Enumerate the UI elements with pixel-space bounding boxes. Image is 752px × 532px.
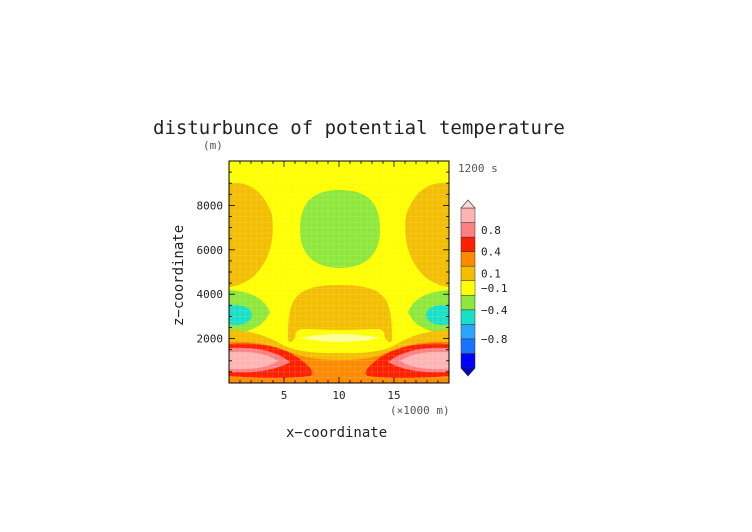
contour-field xyxy=(229,161,449,383)
bottom-red-band xyxy=(229,343,449,378)
colorbar-swatch xyxy=(460,265,476,281)
bottom-pink-lobe-right xyxy=(400,351,449,370)
colorbar-swatch xyxy=(460,222,476,238)
y-axis-label: z−coordinate xyxy=(171,225,187,326)
y-tick-label: 4000 xyxy=(197,288,224,301)
colorbar-label: −0.8 xyxy=(481,333,508,346)
colorbar-top-arrow xyxy=(460,199,476,209)
y-tick-label: 6000 xyxy=(197,244,224,257)
colorbar-swatch xyxy=(460,280,476,296)
colorbar-label: 0.8 xyxy=(481,224,501,237)
y-tick-label: 2000 xyxy=(197,333,224,346)
colorbar-label: −0.4 xyxy=(481,304,508,317)
time-label: 1200 s xyxy=(458,162,498,175)
colorbar-swatch xyxy=(460,338,476,354)
colorbar: 0.8 0.4 0.1 −0.1 −0.4 −0.8 xyxy=(460,199,508,377)
side-cyan-spot-right xyxy=(426,305,449,325)
colorbar-label: −0.1 xyxy=(481,282,508,295)
y-ticks: 2000 4000 6000 8000 xyxy=(197,171,449,373)
colorbar-swatch xyxy=(460,236,476,252)
colorbar-swatch xyxy=(460,309,476,325)
upper-side-orange-right xyxy=(405,182,449,287)
y-unit-label: (m) xyxy=(203,139,223,152)
side-cyan-spot-left xyxy=(229,305,252,325)
colorbar-swatch xyxy=(460,324,476,340)
colorbar-label: 0.1 xyxy=(481,267,501,280)
x-ticks: 5 10 15 xyxy=(239,161,439,402)
colorbar-swatch xyxy=(460,353,476,369)
fine-grid xyxy=(229,161,449,383)
colorbar-label: 0.4 xyxy=(481,246,501,259)
bottom-pink-lobe-left xyxy=(229,351,278,370)
colorbar-bottom-arrow xyxy=(460,367,476,377)
arch-highlight-band xyxy=(300,334,380,342)
x-tick-label: 5 xyxy=(281,389,288,402)
chart-title: disturbunce of potential temperature xyxy=(153,117,565,139)
y-tick-label: 8000 xyxy=(197,199,224,212)
x-axis-label: x−coordinate xyxy=(286,425,387,441)
upper-side-orange-left xyxy=(229,182,273,287)
x-tick-label: 10 xyxy=(332,389,345,402)
colorbar-swatch xyxy=(460,295,476,311)
x-unit-label: (×1000 m) xyxy=(390,404,450,417)
middle-orange-inner xyxy=(308,295,372,329)
colorbar-swatch xyxy=(460,207,476,223)
colorbar-swatch xyxy=(460,251,476,267)
x-tick-label: 15 xyxy=(387,389,400,402)
center-green-cell xyxy=(300,190,380,268)
